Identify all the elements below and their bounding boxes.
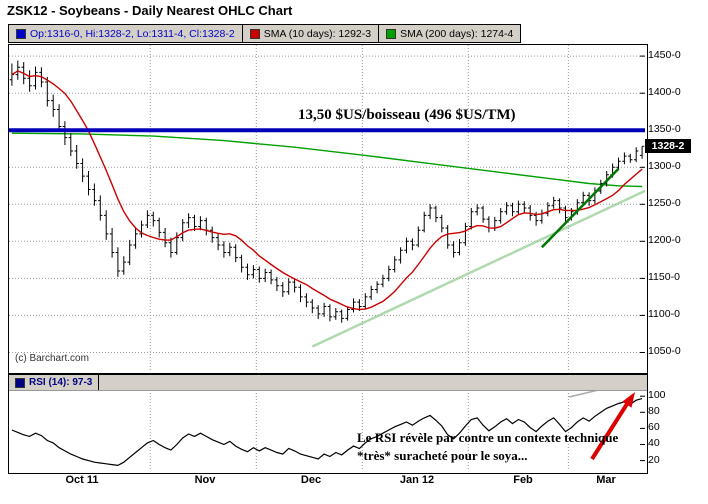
sma10-line [11,70,643,311]
rsi-axis-label: 20 [648,454,660,466]
price-axis-label: 1350-0 [648,123,681,135]
resistance-annotation: 13,50 $US/boisseau (496 $US/TM) [298,107,516,123]
month-label: Oct 11 [65,474,99,486]
rsi-swatch-icon [15,377,25,388]
legend-bar: Op:1316-0, Hi:1328-2, Lo:1311-4, Cl:1328… [8,24,522,43]
month-label: Mar [596,474,616,486]
rsi-panel: RSI (14): 97-3 [8,374,648,474]
ohlc-swatch-icon [16,28,26,39]
price-axis-label: 1100-0 [648,308,680,320]
last-price-badge: 1328-2 [645,139,691,153]
price-axis-label: 1150-0 [648,271,680,283]
rsi-annotation-line1: Le RSI révèle par contre un contexte tec… [357,430,619,445]
rsi-overbought-arrow-icon [590,392,635,461]
price-axis-label: 1400-0 [648,86,681,98]
rsi-label: RSI (14): 97-3 [29,377,93,388]
chart-title: ZSK12 - Soybeans - Daily Nearest OHLC Ch… [7,3,293,18]
month-label: Jan 12 [399,474,435,486]
ohlc-quote-label: Op:1316-0, Hi:1328-2, Lo:1311-4, Cl:1328… [30,27,235,40]
rsi-gridlines [149,390,645,471]
sma200-line [11,132,643,188]
main-price-panel [8,44,648,374]
ohlc-bars [9,60,645,323]
price-axis-label: 1250-0 [648,197,681,209]
rsi-axis: 100 80 60 40 20 [648,374,706,472]
price-axis-label: 1450-0 [648,49,681,61]
legend-ohlc-quote: Op:1316-0, Hi:1328-2, Lo:1311-4, Cl:1328… [9,25,243,42]
month-label: Nov [194,474,216,486]
month-label: Dec [300,474,322,486]
sma10-swatch-icon [249,28,260,39]
rsi-line [11,398,643,467]
time-axis: Oct 11 Nov Dec Jan 12 Feb Mar [8,474,646,490]
uptrend-line-short [541,167,620,249]
price-axis-label: 1200-0 [648,234,681,246]
sma200-label: SMA (200 days): 1274-4 [400,27,514,40]
legend-sma200: SMA (200 days): 1274-4 [379,25,520,42]
price-axis-label: 1300-0 [648,160,681,172]
sma10-label: SMA (10 days): 1292-3 [263,27,372,40]
rsi-axis-label: 40 [648,437,660,449]
rsi-annotation-line2: *très* suracheté pour le soya... [357,448,528,463]
rsi-header-strip: RSI (14): 97-3 [9,375,647,391]
price-axis-label: 1050-0 [648,345,681,357]
rsi-axis-label: 100 [648,389,666,401]
rsi-axis-label: 80 [648,405,660,417]
rsi-axis-label: 60 [648,421,660,433]
sma200-swatch-icon [386,28,397,39]
price-axis: 1450-0 1400-0 1350-0 1300-0 1250-0 1200-0 1150… [648,44,706,372]
gridlines [9,45,645,371]
barchart-watermark: (c) Barchart.com [15,353,89,364]
uptrend-line-long [311,189,645,348]
legend-sma10: SMA (10 days): 1292-3 [243,25,380,42]
ohlc-chart-canvas [9,45,645,371]
month-label: Feb [513,474,533,486]
rsi-legend: RSI (14): 97-3 [9,375,100,390]
